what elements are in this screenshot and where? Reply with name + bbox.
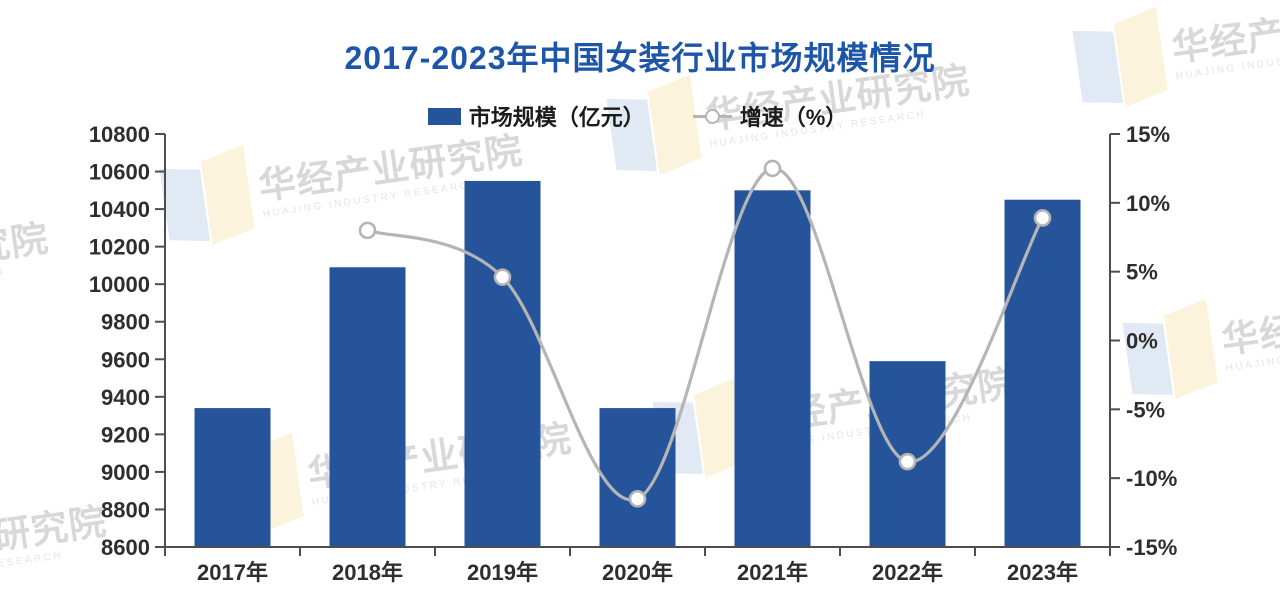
- bar-2021年: [734, 190, 811, 547]
- x-tick-label: 2022年: [872, 560, 943, 585]
- y-left-tick-label: 10000: [89, 272, 150, 297]
- growth-marker: [493, 268, 512, 286]
- y-right-tick-label: -10%: [1126, 466, 1177, 491]
- y-right-tick-label: 15%: [1126, 122, 1170, 147]
- chart-legend: 市场规模（亿元） 增速（%）: [165, 100, 1110, 132]
- legend-bar-label: 市场规模（亿元）: [468, 105, 645, 130]
- x-tick-label: 2021年: [737, 560, 808, 585]
- bar-2019年: [464, 180, 541, 547]
- y-right-tick-label: -15%: [1126, 535, 1177, 560]
- growth-marker: [358, 221, 377, 240]
- y-right-tick-label: -5%: [1126, 397, 1165, 422]
- y-left-tick-label: 8600: [101, 535, 150, 560]
- x-tick-label: 2019年: [467, 560, 538, 585]
- bar-2018年: [329, 267, 406, 547]
- legend-line-marker-icon: [692, 108, 732, 124]
- legend-item-growth: 增速（%）: [692, 100, 848, 132]
- y-left-tick-label: 8800: [101, 497, 150, 522]
- y-left-tick-label: 9200: [101, 422, 150, 447]
- y-right-tick-label: 0%: [1126, 329, 1158, 354]
- bar-2020年: [599, 408, 676, 547]
- y-right-tick-label: 5%: [1126, 260, 1158, 285]
- x-tick-label: 2017年: [197, 560, 268, 585]
- growth-marker: [898, 452, 917, 471]
- x-tick-label: 2020年: [602, 560, 673, 585]
- y-left-tick-label: 10200: [89, 235, 150, 260]
- y-left-tick-label: 9400: [101, 385, 150, 410]
- bar-2023年: [1004, 199, 1081, 548]
- y-left-tick-label: 9000: [101, 460, 150, 485]
- y-right-tick-label: 10%: [1126, 191, 1170, 216]
- bar-2017年: [194, 408, 271, 547]
- y-left-tick-label: 9800: [101, 310, 150, 335]
- y-left-tick-label: 9600: [101, 347, 150, 372]
- legend-bar-swatch-icon: [427, 107, 461, 125]
- y-left-tick-label: 10400: [89, 197, 150, 222]
- growth-marker: [763, 159, 782, 178]
- y-left-tick-label: 10600: [89, 160, 150, 185]
- x-tick-label: 2018年: [332, 560, 403, 585]
- growth-marker: [628, 490, 647, 508]
- legend-line-label: 增速（%）: [739, 105, 848, 130]
- y-left-tick-label: 10800: [89, 122, 150, 147]
- legend-item-market-scale: 市场规模（亿元）: [427, 100, 645, 132]
- growth-marker: [1033, 209, 1052, 227]
- x-tick-label: 2023年: [1007, 560, 1078, 585]
- chart-title: 2017-2023年中国女装行业市场规模情况: [344, 40, 936, 76]
